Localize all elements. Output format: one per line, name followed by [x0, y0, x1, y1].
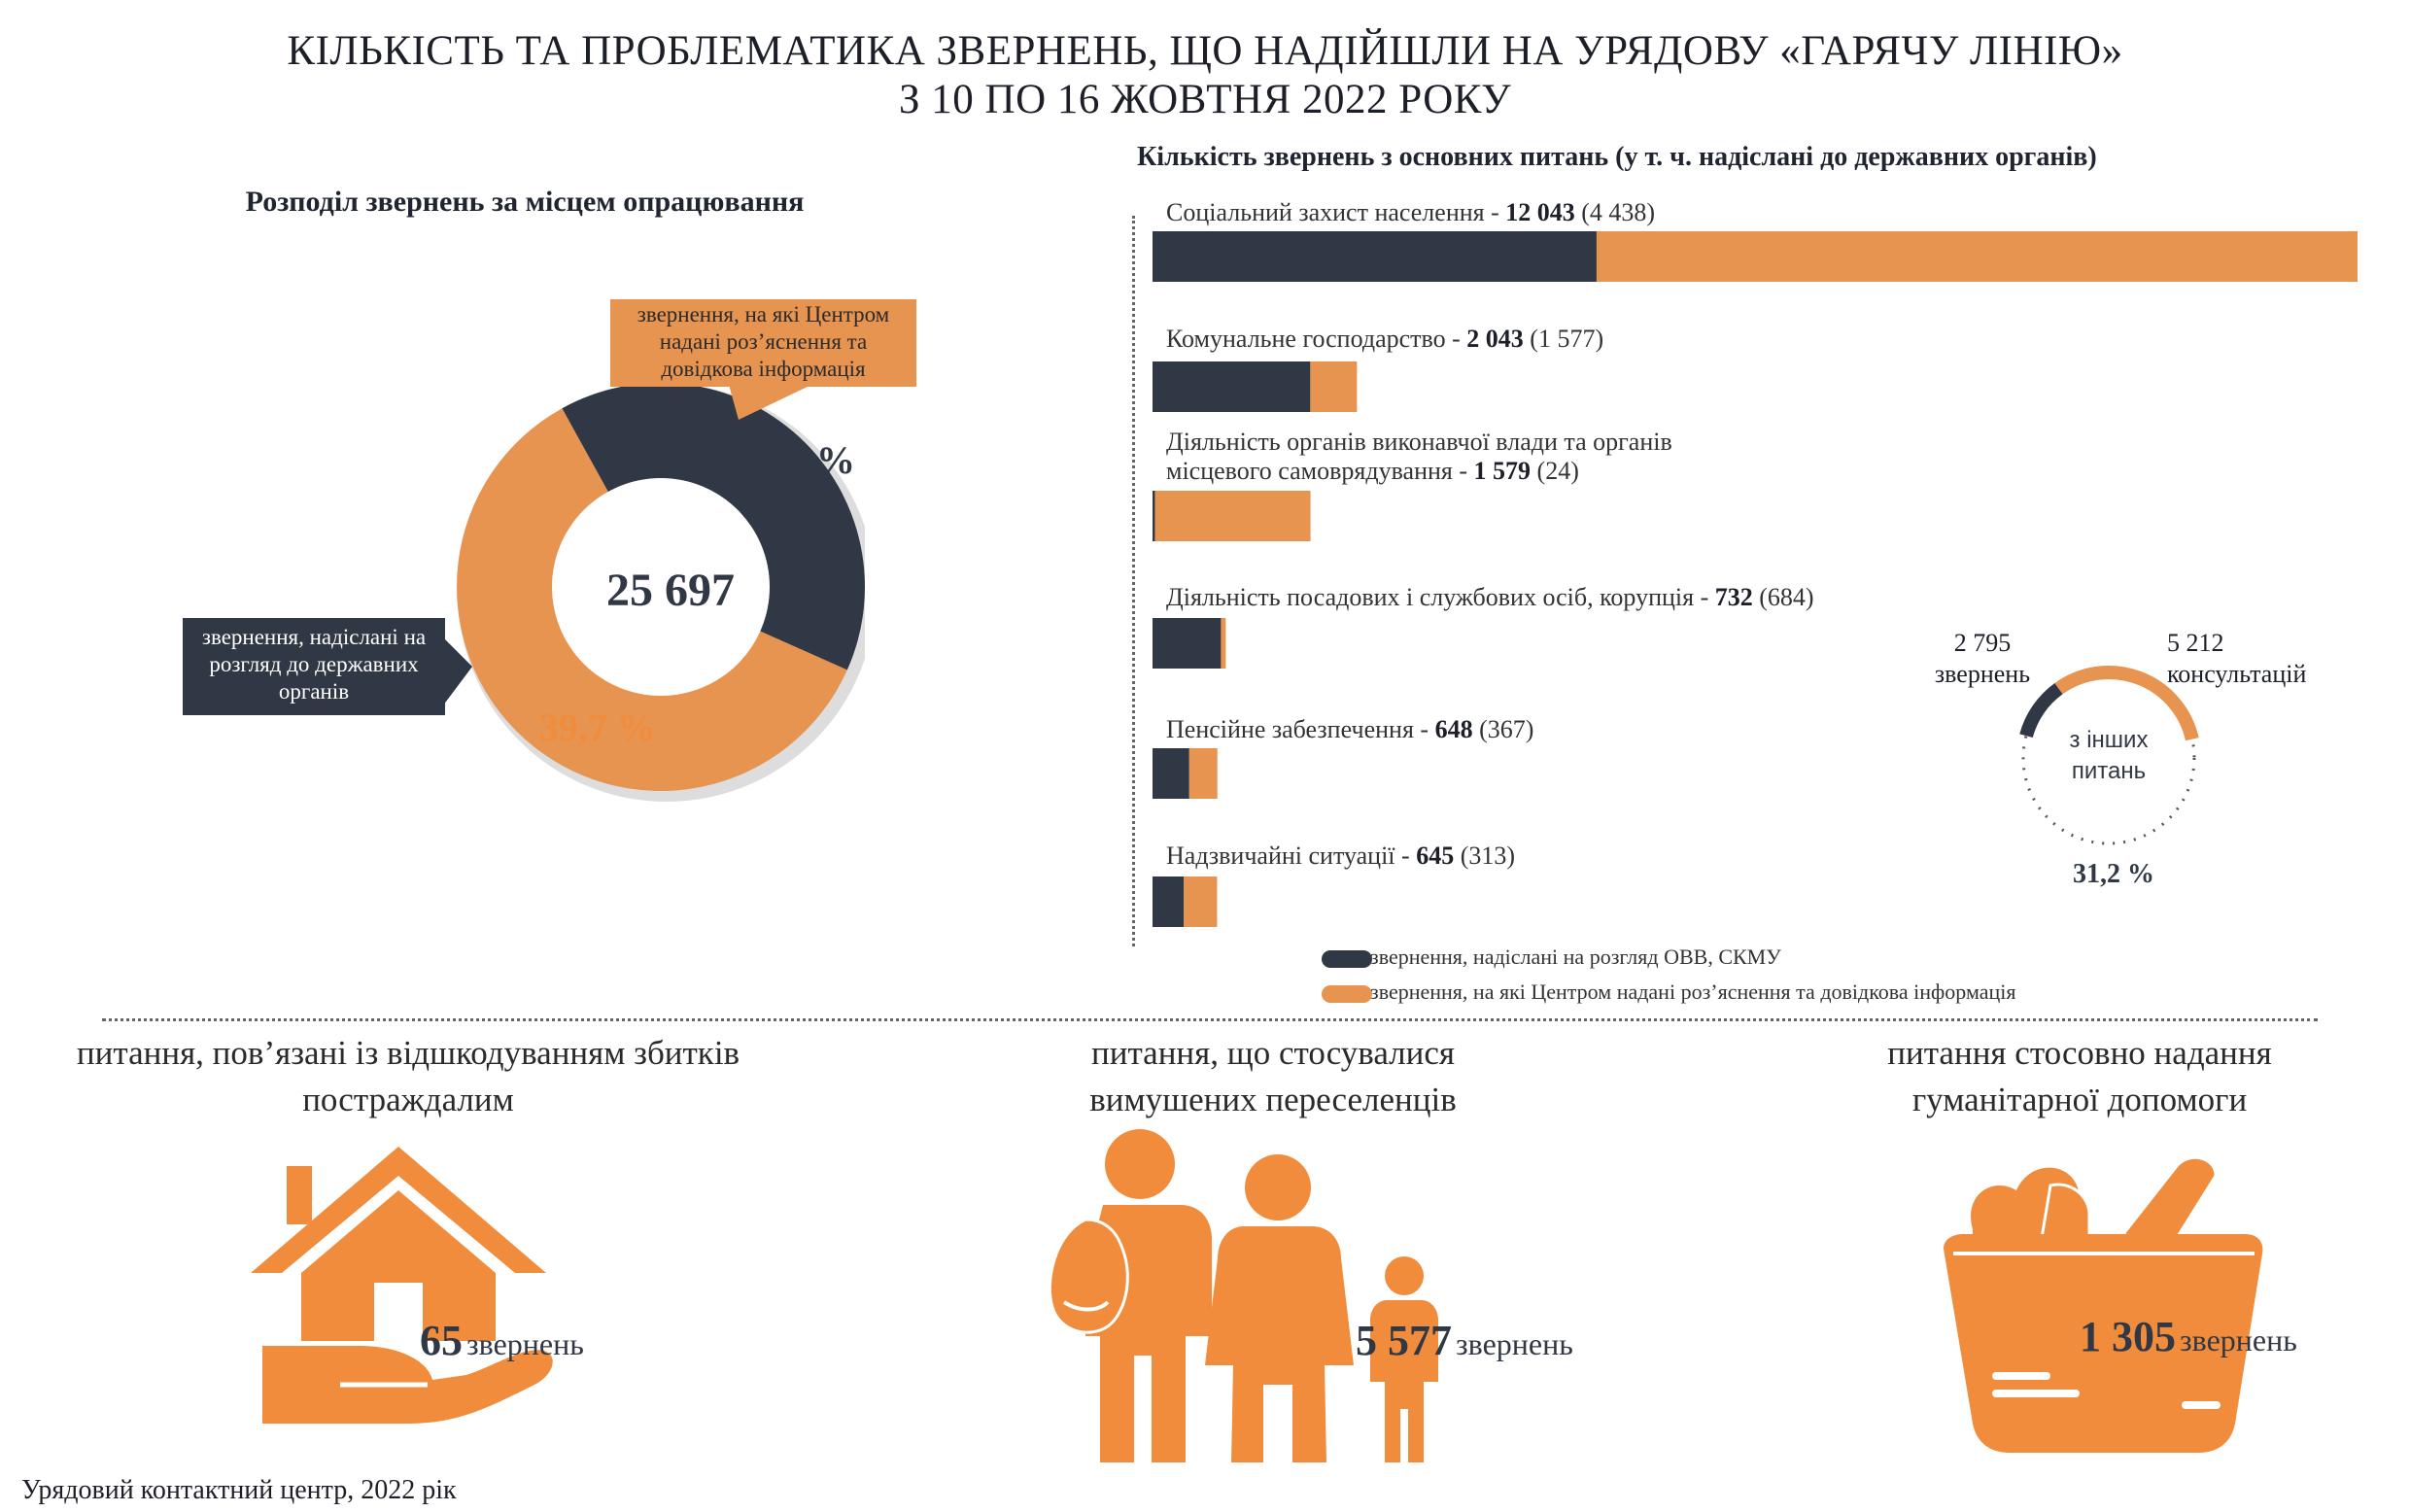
category-count-compensation: 65 звернень: [420, 1317, 584, 1364]
bar-label-communal: Комунальне господарство - 2 043 (1 577): [1166, 325, 1604, 353]
bar-corruption-explained: [1221, 618, 1226, 669]
category-count-idp: 5 577 звернень: [1356, 1317, 1573, 1364]
callout-explained: звернення, на які Центром надані роз’ясн…: [610, 299, 916, 387]
bar-label-corruption: Діяльність посадових і службових осіб, к…: [1166, 583, 1814, 611]
donut-hole: [552, 478, 770, 696]
callout-sent: звернення, надіслані на розгляд до держа…: [183, 618, 445, 715]
bar-emergency-explained: [1184, 876, 1218, 927]
donut-chart-title: Розподіл звернень за місцем опрацювання: [245, 186, 805, 218]
donut-chart: [457, 383, 865, 802]
donut-center-total: 25 697: [606, 565, 735, 616]
bar-label-social: Соціальний захист населення - 12 043 (4 …: [1166, 198, 1656, 226]
page-title: КІЛЬКІСТЬ ТА ПРОБЛЕМАТИКА ЗВЕРНЕНЬ, ЩО Н…: [0, 27, 2410, 124]
other-topics-ring: [2019, 666, 2199, 845]
callout-sent-pointer: [443, 637, 472, 705]
other-ring-segment-dark: [2019, 682, 2063, 739]
bar-authorities-sent: [1153, 491, 1155, 541]
other-count-requests: 2 795 звернень: [1934, 629, 2031, 688]
bar-chart-axis: [1132, 216, 1135, 946]
bar-chart-title: Кількість звернень з основних питань (у …: [1137, 142, 2097, 172]
bar-communal-explained: [1310, 361, 1358, 412]
other-count-consultations: 5 212 консультацій: [2167, 629, 2307, 688]
bar-social-explained: [1596, 231, 2358, 282]
callout-explained-pointer: [729, 385, 811, 420]
legend-swatch-sent: [1322, 950, 1372, 968]
bar-pension-sent: [1153, 748, 1189, 799]
other-percent: 31,2 %: [2073, 859, 2154, 889]
bar-emergency-sent: [1153, 876, 1185, 927]
category-title-idp: питання, що стосувалися вимушених пересе…: [1089, 1034, 1457, 1118]
section-divider: [102, 1018, 2318, 1021]
category-title-humanitarian: питання стосовно надання гуманітарної до…: [1887, 1034, 2272, 1118]
bar-authorities-explained: [1154, 491, 1311, 541]
legend-label-explained: звернення, на які Центром надані роз’ясн…: [1370, 979, 2016, 1004]
footer-source: Урядовий контактний центр, 2022 рік: [21, 1475, 457, 1505]
bar-social-sent: [1153, 231, 1597, 282]
bar-corruption-sent: [1153, 618, 1222, 669]
house-hand-icon: [251, 1147, 553, 1424]
grocery-basket-icon: [1944, 1155, 2263, 1453]
bar-pension-explained: [1188, 748, 1218, 799]
bar-chart-bars: [1153, 231, 2358, 927]
title-line-1: КІЛЬКІСТЬ ТА ПРОБЛЕМАТИКА ЗВЕРНЕНЬ, ЩО Н…: [287, 28, 2123, 74]
family-icon: [1048, 1129, 1438, 1462]
callout-sent-text: звернення, надіслані на розгляд до держа…: [201, 625, 427, 704]
title-line-2: З 10 ПО 16 ЖОВТНЯ 2022 РОКУ: [898, 77, 1512, 122]
donut-pct-orange: 60,3 %: [739, 438, 855, 482]
legend-swatch-explained: [1322, 985, 1372, 1003]
legend-label-sent: звернення, надіслані на розгляд ОВВ, СКМ…: [1370, 945, 1781, 969]
bar-label-emergency: Надзвичайні ситуації - 645 (313): [1166, 842, 1516, 870]
other-ring-dotted: [2021, 670, 2196, 845]
category-title-compensation: питання, пов’язані із відшкодуванням зби…: [76, 1034, 740, 1118]
callout-explained-text: звернення, на які Центром надані роз’ясн…: [637, 302, 890, 381]
other-ring-center-label: з інших питань: [2069, 727, 2149, 784]
other-ring-segment-orange: [2054, 666, 2199, 741]
donut-pct-dark: 39,7 %: [539, 705, 656, 749]
bar-communal-sent: [1153, 361, 1311, 412]
category-count-humanitarian: 1 305 звернень: [2080, 1313, 2297, 1360]
bar-label-authorities: Діяльність органів виконавчої влади та о…: [1166, 428, 1672, 485]
bar-label-pension: Пенсійне забезпечення - 648 (367): [1166, 715, 1534, 743]
